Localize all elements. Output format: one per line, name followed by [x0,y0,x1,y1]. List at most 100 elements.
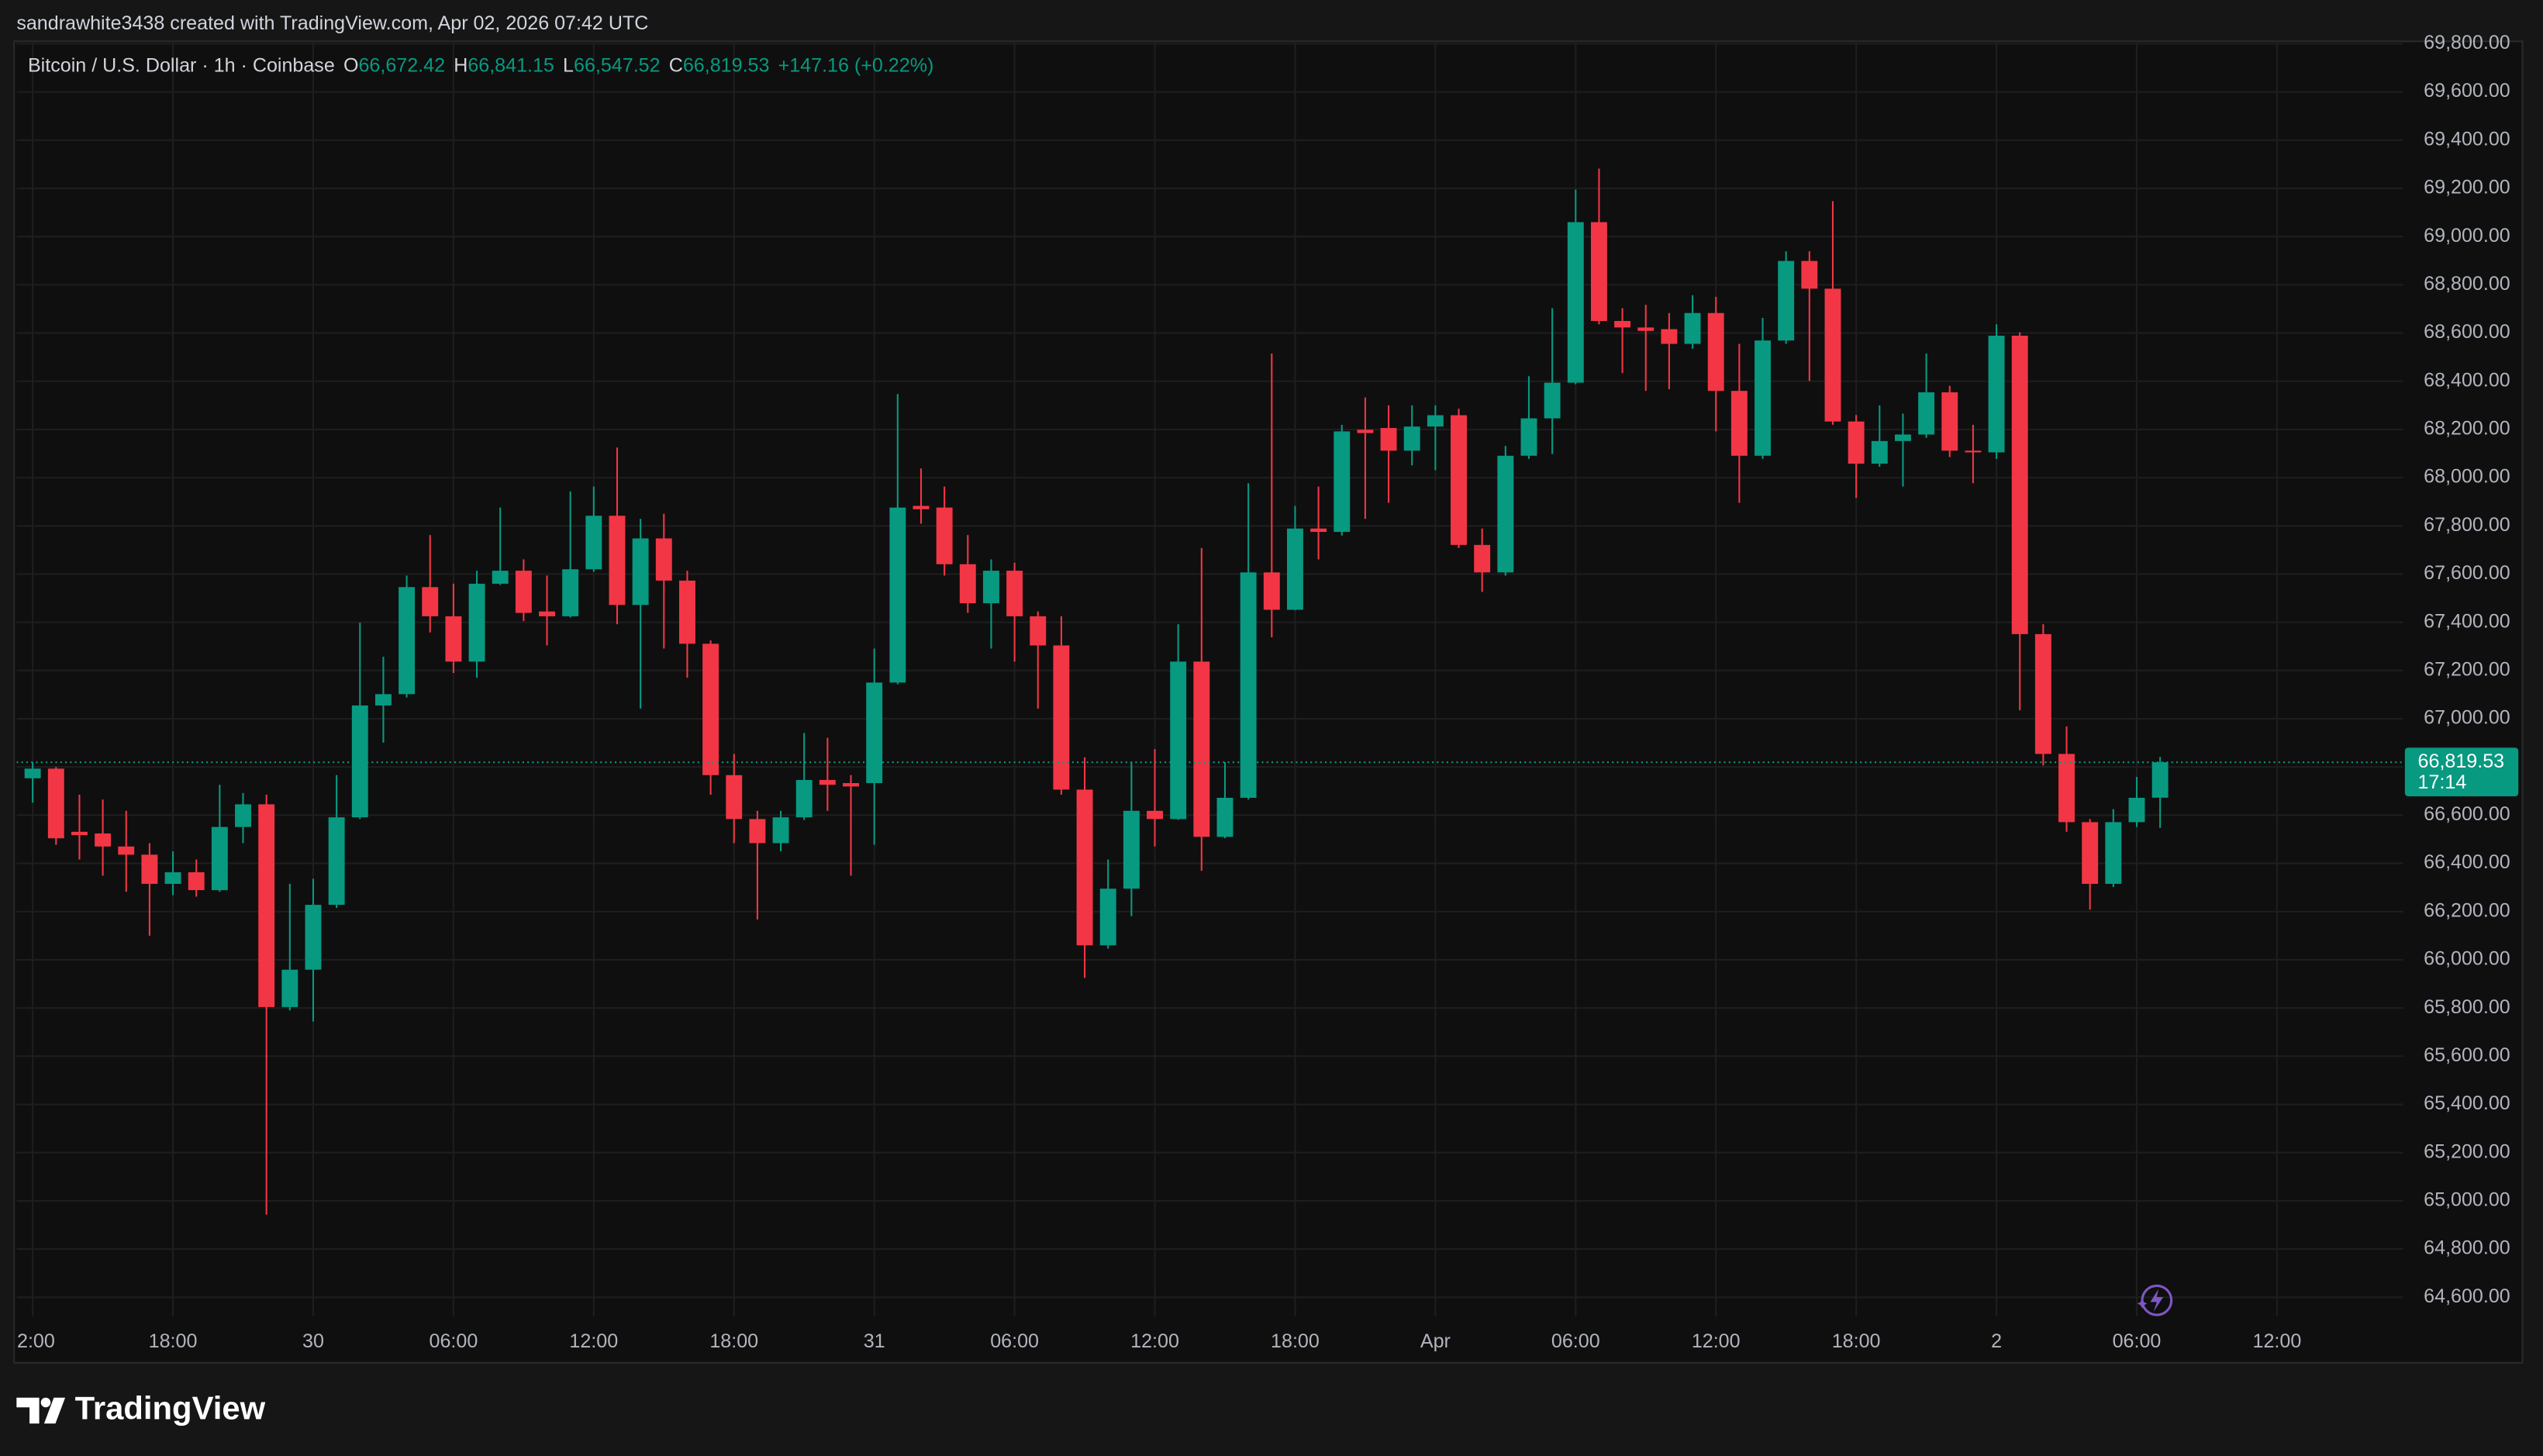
y-tick-label: 68,400.00 [2424,369,2510,391]
x-tick-label: 12:00 [1130,1330,1179,1352]
y-tick-label: 67,200.00 [2424,658,2510,680]
candle-body [843,783,859,787]
candle-body [1497,455,1514,573]
candle-body [47,768,64,839]
candle-body [959,564,976,604]
candle-body [1123,810,1140,889]
candle-body [655,538,672,581]
ohlc-value: 66,547.52 [574,54,661,76]
candle-body [1334,431,1351,533]
x-tick-label: 18:00 [709,1330,758,1352]
candle-body [422,587,439,616]
candle-body [913,505,930,509]
candle-body [164,872,181,885]
candle-body [1216,798,1234,837]
chart-pane [13,40,2524,1364]
brand-logo [16,1397,66,1424]
candle-body [328,817,345,906]
x-tick-label: 31 [864,1330,885,1352]
y-tick-label: 68,200.00 [2424,418,2510,440]
x-tick-label: 18:00 [1832,1330,1881,1352]
candle-body [1801,260,1818,289]
candle-body [2058,754,2075,823]
candle-body [71,831,88,836]
candle-body [492,571,509,584]
ohlc-value: 66,819.53 [683,54,770,76]
candle-body [281,969,298,1007]
x-tick-label: 06:00 [990,1330,1039,1352]
candle-body [2082,822,2099,885]
candle-body [1053,645,1070,790]
candle-body [678,580,695,644]
candle-body [562,569,579,616]
candle-body [889,507,906,683]
candle-body [1427,415,1444,427]
candle-body [1403,426,1420,451]
replay-icon[interactable] [2137,1284,2173,1316]
candle-body [1730,391,1748,456]
candle-body [1894,434,1911,441]
x-tick-label: 12:00 [569,1330,618,1352]
y-tick-label: 67,000.00 [2424,707,2510,729]
candles [16,168,2403,1215]
candle-body [1357,430,1374,433]
candle-body [609,516,626,606]
candle-body [351,705,368,818]
candle-body [1076,789,1093,946]
candle-body [445,616,462,662]
countdown: 17:14 [2418,771,2467,793]
candle-body [1006,571,1023,616]
candle-body [24,768,41,778]
candle-body [141,854,158,885]
candle-body [1684,312,1701,344]
candle-body [468,583,485,662]
y-tick-label: 66,600.00 [2424,803,2510,825]
candle-body [1637,327,1655,331]
candle-body [374,694,392,706]
candle-body [1451,415,1467,545]
brand: TradingView [75,1389,266,1426]
y-tick-label: 69,200.00 [2424,177,2510,198]
candle-body [819,780,836,785]
candle-body [1310,528,1327,533]
y-tick-label: 69,800.00 [2424,32,2510,53]
grid [16,41,2403,1317]
candle-body [2034,633,2051,754]
y-tick-label: 67,800.00 [2424,514,2510,536]
candle-body [2011,335,2028,634]
candle-body [118,846,135,855]
candle-body [258,804,275,1007]
ohlc-label: H [454,54,468,76]
x-tick-label: 30 [302,1330,324,1352]
candle-body [1193,661,1210,837]
candle-body [1848,421,1865,464]
y-tick-label: 67,600.00 [2424,562,2510,584]
y-tick-label: 67,400.00 [2424,610,2510,632]
candle-body [1661,329,1678,344]
x-tick-label: Apr [1420,1330,1451,1352]
candle-body [515,571,532,613]
ohlc-label: L [563,54,574,76]
candle-body [1614,321,1631,328]
candle-body [632,538,649,606]
x-tick-label: 12:00 [2253,1330,2302,1352]
candle-body [1871,440,1888,464]
x-tick-label: 06:00 [2113,1330,2162,1352]
y-tick-label: 69,600.00 [2424,80,2510,102]
attribution: sandrawhite3438 created with TradingView… [16,12,648,34]
symbol: Bitcoin / U.S. Dollar · 1h · Coinbase [28,54,335,76]
candle-body [749,819,766,844]
y-tick-label: 68,600.00 [2424,321,2510,343]
change: +147.16 (+0.22%) [778,54,934,76]
candle-body [772,817,789,844]
candle-body [866,682,883,784]
candle-body [1240,572,1257,799]
candle-body [1590,222,1607,322]
candle-body [188,872,205,891]
x-tick-label: 12:00 [1692,1330,1741,1352]
last-price-label: 66,819.53 [2418,750,2505,772]
candle-body [1941,392,1958,451]
candle-body [211,826,228,891]
x-tick-label: 2:00 [17,1330,55,1352]
